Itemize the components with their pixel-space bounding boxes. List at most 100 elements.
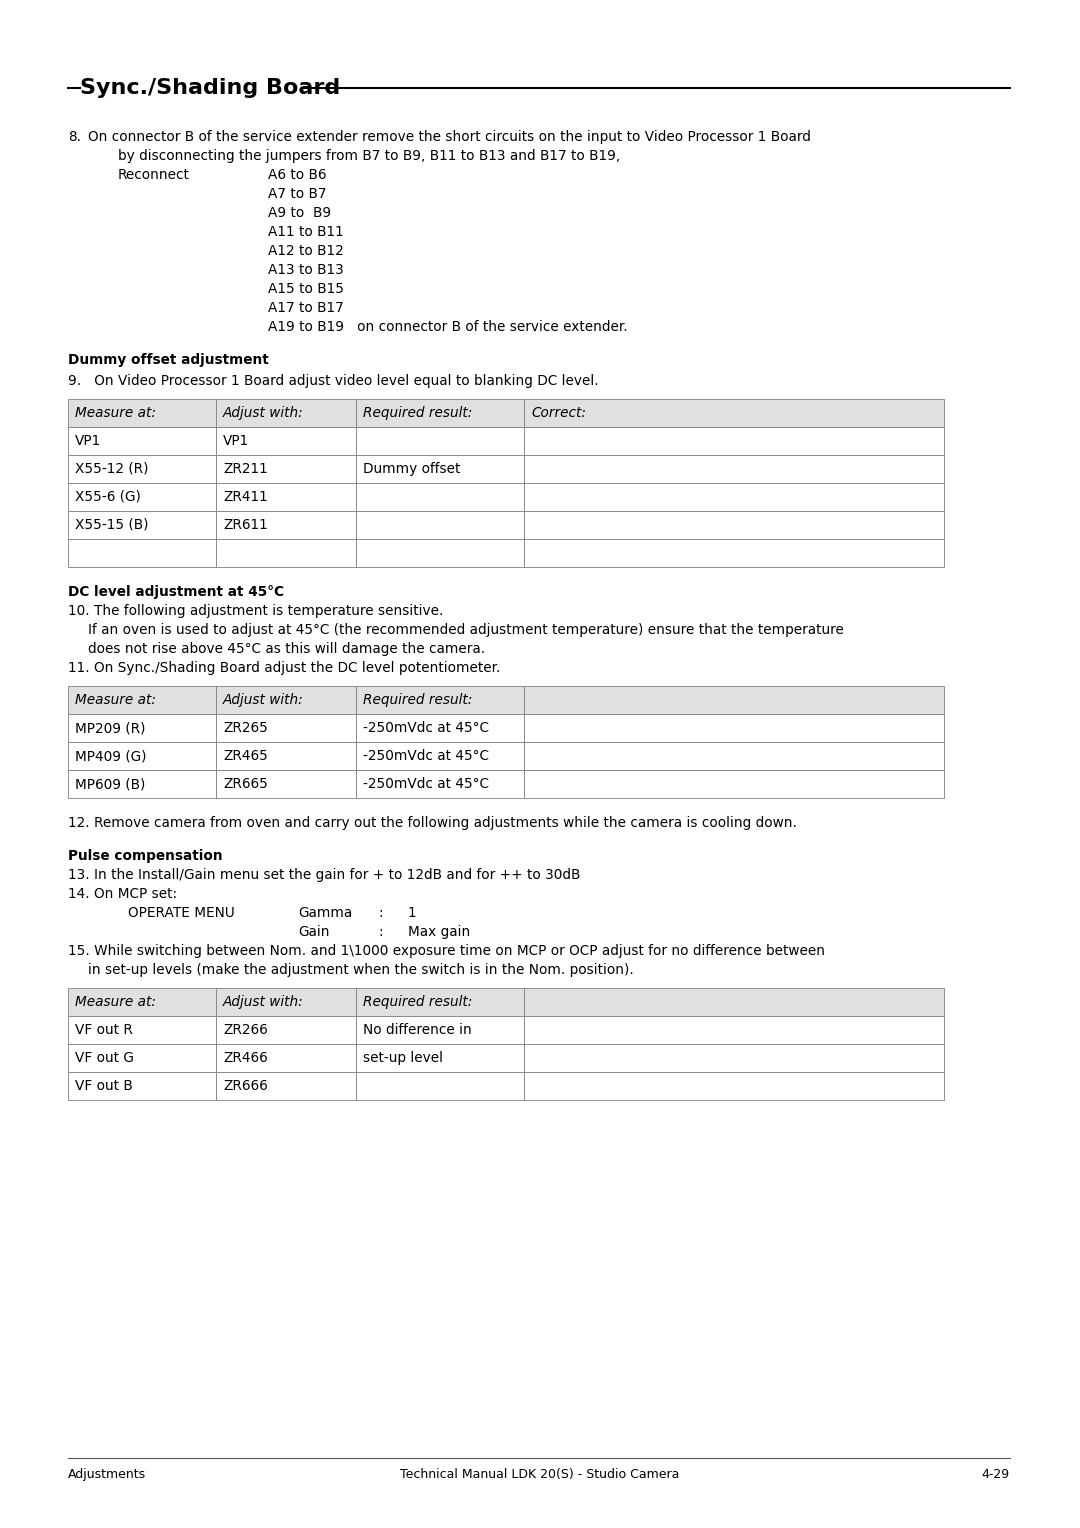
Text: Gain: Gain [298,924,329,940]
Text: Measure at:: Measure at: [75,995,156,1008]
Text: Required result:: Required result: [363,995,472,1008]
Text: -250mVdc at 45°C: -250mVdc at 45°C [363,778,489,792]
Text: A11 to B11: A11 to B11 [268,225,343,238]
Bar [216,1044,356,1073]
Text: Measure at:: Measure at: [75,694,156,707]
Bar [524,1016,944,1044]
Bar [356,714,524,743]
Bar [68,1044,216,1073]
Bar [68,686,216,714]
Text: VP1: VP1 [222,434,249,448]
Bar [356,770,524,798]
Text: If an oven is used to adjust at 45°C (the recommended adjustment temperature) en: If an oven is used to adjust at 45°C (th… [87,623,843,637]
Text: ZR666: ZR666 [222,1079,268,1093]
Text: ZR266: ZR266 [222,1024,268,1038]
Bar [524,455,944,483]
Bar [216,539,356,567]
Text: ZR466: ZR466 [222,1051,268,1065]
Text: VF out G: VF out G [75,1051,134,1065]
Bar [68,510,216,539]
Bar [524,483,944,510]
Text: A7 to B7: A7 to B7 [268,186,326,202]
Text: Required result:: Required result: [363,406,472,420]
Text: does not rise above 45°C as this will damage the camera.: does not rise above 45°C as this will da… [87,642,485,656]
Bar [68,483,216,510]
Text: 1: 1 [408,906,417,920]
Text: Technical Manual LDK 20(S) - Studio Camera: Technical Manual LDK 20(S) - Studio Came… [401,1468,679,1481]
Text: MP609 (B): MP609 (B) [75,778,146,792]
Text: A9 to  B9: A9 to B9 [268,206,332,220]
Text: A17 to B17: A17 to B17 [268,301,343,315]
Text: 15. While switching between Nom. and 1\1000 exposure time on MCP or OCP adjust f: 15. While switching between Nom. and 1\1… [68,944,825,958]
Bar [356,686,524,714]
Bar [68,743,216,770]
Text: OPERATE MENU: OPERATE MENU [129,906,234,920]
Bar [68,1073,216,1100]
Bar [68,455,216,483]
Text: Measure at:: Measure at: [75,406,156,420]
Bar [356,989,524,1016]
Bar [216,455,356,483]
Bar [216,989,356,1016]
Bar [524,1073,944,1100]
Bar [68,989,216,1016]
Text: Dummy offset adjustment: Dummy offset adjustment [68,353,269,367]
Text: Reconnect: Reconnect [118,168,190,182]
Text: A13 to B13: A13 to B13 [268,263,343,277]
Text: :: : [378,924,382,940]
Bar [524,426,944,455]
Bar [524,743,944,770]
Bar [356,455,524,483]
Text: On connector B of the service extender remove the short circuits on the input to: On connector B of the service extender r… [87,130,811,144]
Text: 9.   On Video Processor 1 Board adjust video level equal to blanking DC level.: 9. On Video Processor 1 Board adjust vid… [68,374,598,388]
Bar [216,1073,356,1100]
Bar [68,1016,216,1044]
Bar [216,714,356,743]
Text: by disconnecting the jumpers from B7 to B9, B11 to B13 and B17 to B19,: by disconnecting the jumpers from B7 to … [118,150,620,163]
Text: Adjust with:: Adjust with: [222,995,303,1008]
Text: Max gain: Max gain [408,924,470,940]
Text: Gamma: Gamma [298,906,352,920]
Bar [68,770,216,798]
Text: 11. On Sync./Shading Board adjust the DC level potentiometer.: 11. On Sync./Shading Board adjust the DC… [68,662,500,675]
Text: Adjust with:: Adjust with: [222,694,303,707]
Bar [356,426,524,455]
Bar [216,510,356,539]
Text: -250mVdc at 45°C: -250mVdc at 45°C [363,749,489,762]
Bar [356,483,524,510]
Text: Required result:: Required result: [363,694,472,707]
Text: VF out B: VF out B [75,1079,133,1093]
Text: X55-6 (G): X55-6 (G) [75,490,140,504]
Text: set-up level: set-up level [363,1051,443,1065]
Text: Adjustments: Adjustments [68,1468,146,1481]
Text: ZR665: ZR665 [222,778,268,792]
Text: No difference in: No difference in [363,1024,472,1038]
Bar [216,770,356,798]
Bar [356,1044,524,1073]
Bar [524,539,944,567]
Text: X55-12 (R): X55-12 (R) [75,461,149,477]
Text: ZR465: ZR465 [222,749,268,762]
Bar [524,1044,944,1073]
Text: 10. The following adjustment is temperature sensitive.: 10. The following adjustment is temperat… [68,604,444,617]
Text: Pulse compensation: Pulse compensation [68,850,222,863]
Text: A6 to B6: A6 to B6 [268,168,326,182]
Bar [356,510,524,539]
Text: VP1: VP1 [75,434,102,448]
Text: 13. In the Install/Gain menu set the gain for + to 12dB and for ++ to 30dB: 13. In the Install/Gain menu set the gai… [68,868,580,882]
Bar [216,686,356,714]
Text: VF out R: VF out R [75,1024,133,1038]
Text: ZR265: ZR265 [222,721,268,735]
Bar [356,743,524,770]
Text: MP209 (R): MP209 (R) [75,721,146,735]
Text: Adjust with:: Adjust with: [222,406,303,420]
Text: Dummy offset: Dummy offset [363,461,460,477]
Bar [216,1016,356,1044]
Text: X55-15 (B): X55-15 (B) [75,518,149,532]
Text: A12 to B12: A12 to B12 [268,244,343,258]
Bar [68,539,216,567]
Bar [68,426,216,455]
Bar [524,510,944,539]
Text: 8.: 8. [68,130,81,144]
Text: in set-up levels (make the adjustment when the switch is in the Nom. position).: in set-up levels (make the adjustment wh… [87,963,634,976]
